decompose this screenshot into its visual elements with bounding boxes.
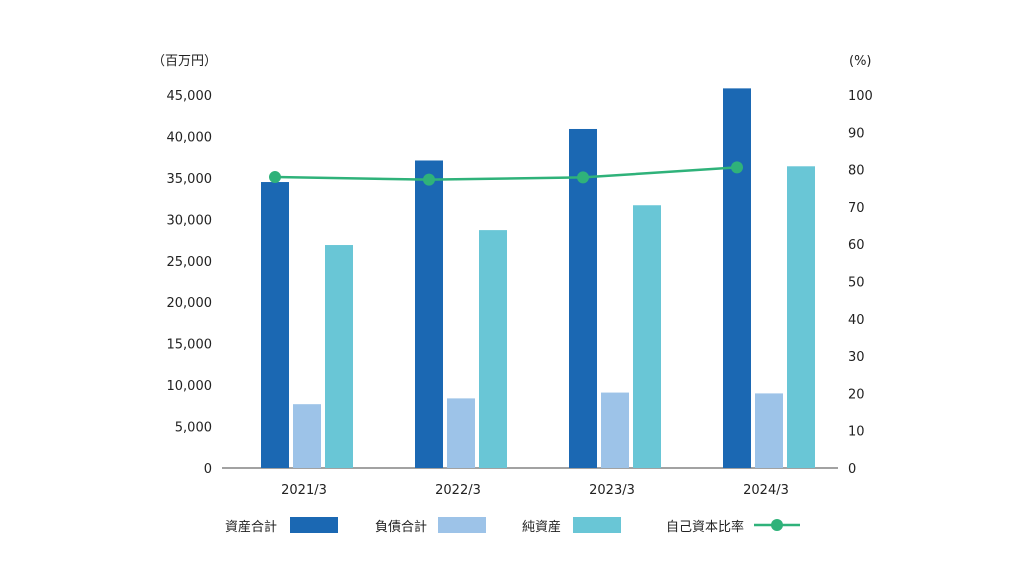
y-right-tick-label: 20 <box>848 387 865 402</box>
y-left-tick-label: 35,000 <box>167 172 213 187</box>
y-right-tick-label: 90 <box>848 126 865 141</box>
ratio-point <box>269 171 281 184</box>
bar-3 <box>479 230 507 468</box>
y-right-tick-label: 10 <box>848 425 865 440</box>
y-left-tick-label: 5,000 <box>175 421 212 436</box>
y-right-tick-label: 60 <box>848 238 865 253</box>
legend-label: 自己資本比率 <box>666 519 744 535</box>
y-right-tick-label: 70 <box>848 201 865 216</box>
y-left-tick-label: 10,000 <box>167 379 213 394</box>
x-tick-label: 2021/3 <box>281 483 327 498</box>
bar-3 <box>633 205 661 468</box>
bar-2 <box>447 398 475 468</box>
legend-swatch <box>573 517 621 533</box>
y-right-tick-label: 50 <box>848 276 865 291</box>
bars <box>261 88 815 469</box>
bar-1 <box>569 128 597 469</box>
y-right-tick-label: 100 <box>848 89 873 104</box>
legend-label: 資産合計 <box>225 519 277 535</box>
bar-3 <box>325 245 353 468</box>
x-tick-label: 2022/3 <box>435 483 481 498</box>
y-left-unit: （百万円） <box>152 54 217 69</box>
axes: 0 5,000 10,000 15,000 20,000 25,000 30,000 35,0… <box>152 54 873 498</box>
ratio-line <box>269 161 743 186</box>
y-left-tick-label: 45,000 <box>167 89 213 104</box>
bar-2 <box>601 392 629 468</box>
y-right-tick-label: 0 <box>848 462 856 477</box>
bar-1 <box>723 88 751 468</box>
legend-marker <box>771 519 783 531</box>
y-right-tick-label: 30 <box>848 350 865 365</box>
y-left-tick-label: 30,000 <box>167 213 213 228</box>
legend-swatch <box>438 517 486 533</box>
y-right-tick-label: 40 <box>848 313 865 328</box>
legend-swatch <box>290 517 338 533</box>
ratio-point <box>731 161 743 174</box>
bar-2 <box>293 404 321 468</box>
bar-2 <box>755 393 783 468</box>
bar-1 <box>415 160 443 468</box>
y-left-tick-label: 20,000 <box>167 296 213 311</box>
y-left-tick-label: 15,000 <box>167 338 213 353</box>
bar-3 <box>787 166 815 469</box>
x-tick-label: 2023/3 <box>589 483 635 498</box>
legend-label: 純資産 <box>522 519 561 535</box>
bar-1 <box>261 182 289 469</box>
y-left-tick-label: 25,000 <box>167 255 213 270</box>
ratio-point <box>423 173 435 186</box>
ratio-line-path <box>274 166 738 181</box>
y-left-tick-label: 40,000 <box>167 130 213 145</box>
y-right-unit: (%) <box>849 54 872 69</box>
legend: 資産合計 負債合計 純資産 自己資本比率 <box>225 517 800 535</box>
ratio-point <box>577 171 589 184</box>
y-left-tick-label: 0 <box>204 462 212 477</box>
y-right-tick-label: 80 <box>848 164 865 179</box>
legend-label: 負債合計 <box>375 519 427 535</box>
x-tick-label: 2024/3 <box>743 483 789 498</box>
